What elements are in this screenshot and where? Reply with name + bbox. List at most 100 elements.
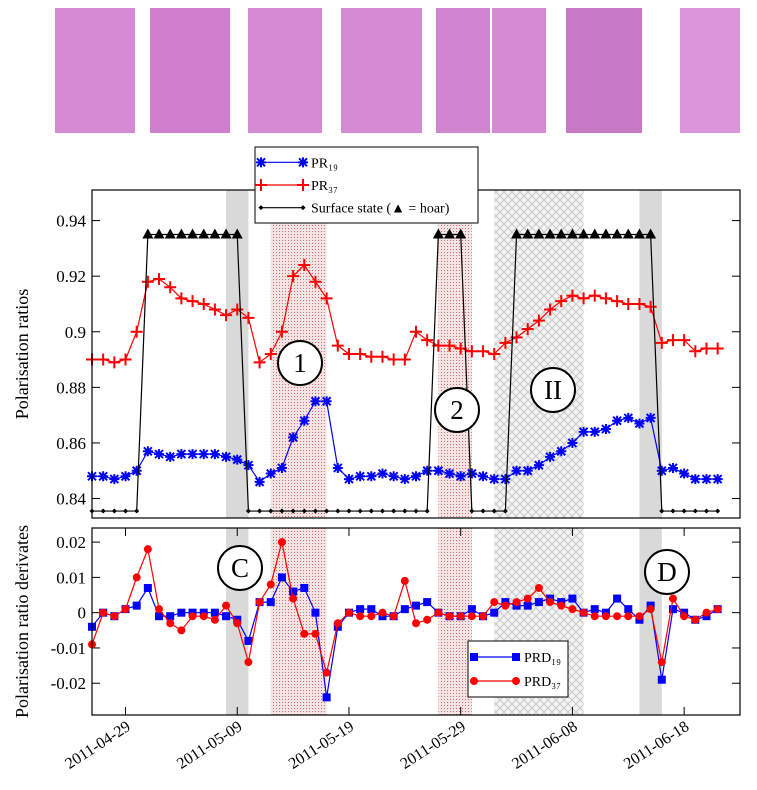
marker: [679, 468, 690, 479]
marker: [689, 345, 702, 358]
marker: [389, 612, 398, 621]
marker: [466, 468, 477, 479]
marker: [289, 587, 298, 596]
marker: [154, 449, 165, 460]
x-tick-label: 2011-06-08: [509, 718, 580, 773]
marker: [703, 508, 709, 514]
marker: [231, 228, 243, 239]
marker: [165, 451, 176, 462]
marker: [502, 508, 508, 514]
marker: [600, 424, 611, 435]
marker: [141, 275, 154, 288]
marker: [422, 465, 433, 476]
marker: [354, 348, 367, 360]
marker: [277, 538, 286, 547]
marker: [400, 576, 409, 585]
photo: [566, 8, 642, 133]
marker: [444, 228, 456, 239]
marker: [187, 228, 199, 239]
marker: [378, 608, 387, 617]
marker: [208, 303, 221, 316]
shaded-region: [438, 528, 472, 715]
marker: [533, 460, 544, 471]
marker: [443, 339, 456, 352]
marker: [289, 594, 298, 603]
marker: [454, 342, 467, 355]
marker: [187, 449, 198, 460]
marker: [175, 228, 187, 239]
marker: [657, 658, 666, 667]
marker: [399, 474, 410, 485]
marker: [111, 508, 117, 514]
marker: [253, 356, 266, 369]
marker: [667, 462, 678, 473]
marker: [264, 348, 277, 360]
marker: [634, 418, 645, 429]
marker: [590, 605, 599, 614]
marker: [577, 292, 590, 305]
marker: [244, 658, 253, 667]
marker: [164, 281, 177, 294]
marker: [702, 608, 711, 617]
marker: [233, 619, 242, 628]
panel: 0.84 0.86 0.88 0.9 0.92 0.94 Polarisation rati…: [12, 146, 741, 519]
marker: [298, 259, 311, 272]
marker: [388, 471, 399, 482]
x-tick-label: 2011-04-29: [62, 718, 133, 773]
marker: [659, 508, 665, 514]
marker: [198, 228, 210, 239]
annotation-circle: [277, 340, 323, 386]
marker: [644, 300, 657, 313]
annotation: 1: [293, 348, 307, 378]
marker: [715, 508, 721, 514]
series-line: [92, 264, 718, 364]
marker: [646, 605, 655, 614]
marker: [402, 508, 408, 514]
marker: [254, 476, 265, 487]
marker: [177, 626, 186, 635]
marker: [611, 295, 624, 308]
marker: [199, 612, 208, 621]
marker: [488, 348, 501, 360]
marker: [322, 693, 331, 702]
marker: [333, 619, 342, 628]
marker: [255, 598, 264, 607]
marker: [713, 605, 722, 614]
marker: [332, 462, 343, 473]
marker: [478, 471, 489, 482]
marker: [387, 353, 400, 366]
marker: [670, 508, 676, 514]
marker: [155, 612, 164, 621]
marker: [579, 608, 588, 617]
marker: [534, 583, 543, 592]
marker: [622, 297, 635, 310]
marker: [377, 468, 388, 479]
marker: [668, 594, 677, 603]
marker: [331, 339, 344, 352]
marker: [344, 608, 353, 617]
marker: [624, 612, 633, 621]
marker: [511, 228, 523, 239]
shaded-region: [226, 190, 249, 518]
marker: [633, 297, 646, 310]
marker: [166, 612, 175, 621]
marker: [198, 449, 209, 460]
marker: [357, 508, 363, 514]
marker: [532, 314, 545, 327]
marker: [432, 228, 444, 239]
marker: [613, 594, 622, 603]
marker: [533, 228, 545, 239]
photo: [150, 8, 230, 133]
marker: [221, 451, 232, 462]
marker: [288, 432, 299, 443]
y-tick-label: 0.02: [56, 533, 86, 552]
marker: [99, 608, 108, 617]
marker: [176, 449, 187, 460]
marker: [346, 508, 352, 514]
y-tick-label: -0.02: [51, 674, 86, 693]
marker: [623, 412, 634, 423]
photo: [55, 8, 135, 133]
marker: [411, 471, 421, 482]
marker: [578, 228, 590, 239]
marker: [367, 605, 376, 614]
